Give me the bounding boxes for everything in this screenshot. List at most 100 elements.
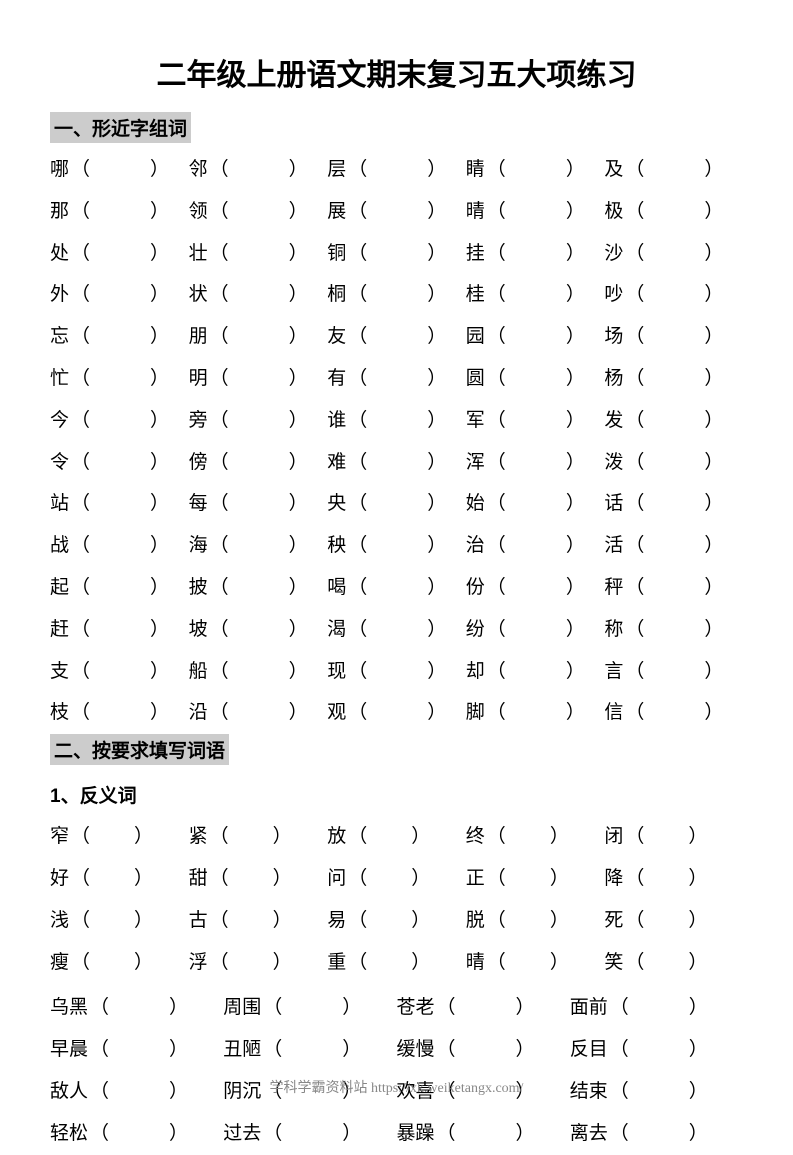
character: 浅	[50, 900, 69, 942]
paren-close: ）	[704, 400, 723, 442]
paren-open: （	[210, 692, 229, 734]
character: 晴	[466, 942, 485, 984]
paren-close: ）	[342, 987, 361, 1029]
exercise-cell: 忙（）	[50, 358, 189, 400]
character: 喝	[327, 567, 346, 609]
paren-open: （	[71, 525, 90, 567]
exercise-cell: 早晨（）	[50, 1029, 223, 1071]
paren-open: （	[348, 858, 367, 900]
character: 浮	[189, 942, 208, 984]
character: 战	[50, 525, 69, 567]
character: 外	[50, 274, 69, 316]
character: 离去	[570, 1113, 608, 1155]
paren-open: （	[90, 1113, 109, 1155]
exercise-cell: 却（）	[466, 651, 605, 693]
paren-close: ）	[289, 274, 308, 316]
character: 信	[604, 692, 623, 734]
paren-close: ）	[411, 942, 430, 984]
paren-open: （	[487, 942, 506, 984]
paren-open: （	[625, 233, 644, 275]
exercise-row: 外（）状（）桐（）桂（）吵（）	[50, 274, 743, 316]
character: 乌黑	[50, 987, 88, 1029]
exercise-row: 乌黑（）周围（）苍老（）面前（）	[50, 987, 743, 1029]
paren-close: ）	[566, 400, 585, 442]
paren-open: （	[610, 987, 629, 1029]
paren-close: ）	[134, 858, 153, 900]
paren-close: ）	[150, 191, 169, 233]
exercise-cell: 那（）	[50, 191, 189, 233]
character: 桐	[327, 274, 346, 316]
exercise-cell: 战（）	[50, 525, 189, 567]
character: 层	[327, 149, 346, 191]
exercise-cell: 处（）	[50, 233, 189, 275]
exercise-cell: 谁（）	[327, 400, 466, 442]
exercise-cell: 令（）	[50, 442, 189, 484]
paren-open: （	[71, 567, 90, 609]
character: 邻	[189, 149, 208, 191]
exercise-cell: 古（）	[189, 900, 328, 942]
paren-close: ）	[427, 692, 446, 734]
exercise-cell: 苍老（）	[397, 987, 570, 1029]
paren-close: ）	[150, 233, 169, 275]
paren-open: （	[487, 900, 506, 942]
exercise-cell: 圆（）	[466, 358, 605, 400]
character: 甜	[189, 858, 208, 900]
exercise-cell: 有（）	[327, 358, 466, 400]
paren-close: ）	[427, 483, 446, 525]
paren-close: ）	[704, 483, 723, 525]
exercise-cell: 笑（）	[604, 942, 743, 984]
exercise-cell: 正（）	[466, 858, 605, 900]
paren-open: （	[210, 274, 229, 316]
paren-open: （	[625, 609, 644, 651]
character: 重	[327, 942, 346, 984]
exercise-cell: 层（）	[327, 149, 466, 191]
character: 现	[327, 651, 346, 693]
exercise-cell: 降（）	[604, 858, 743, 900]
exercise-cell: 及（）	[604, 149, 743, 191]
exercise-cell: 明（）	[189, 358, 328, 400]
exercise-cell: 海（）	[189, 525, 328, 567]
section-1-rows: 哪（）邻（）层（）睛（）及（）那（）领（）展（）晴（）极（）处（）壮（）铜（）挂…	[50, 149, 743, 734]
character: 披	[189, 567, 208, 609]
character: 状	[189, 274, 208, 316]
paren-close: ）	[427, 400, 446, 442]
character: 丑陋	[223, 1029, 261, 1071]
paren-close: ）	[704, 233, 723, 275]
character: 称	[604, 609, 623, 651]
paren-close: ）	[289, 567, 308, 609]
paren-close: ）	[704, 442, 723, 484]
exercise-cell: 问（）	[327, 858, 466, 900]
paren-close: ）	[704, 567, 723, 609]
character: 浑	[466, 442, 485, 484]
character: 晴	[466, 191, 485, 233]
paren-open: （	[487, 316, 506, 358]
character: 令	[50, 442, 69, 484]
exercise-cell: 紧（）	[189, 816, 328, 858]
paren-close: ）	[411, 858, 430, 900]
character: 话	[604, 483, 623, 525]
paren-open: （	[210, 651, 229, 693]
paren-open: （	[625, 191, 644, 233]
paren-open: （	[487, 400, 506, 442]
character: 赶	[50, 609, 69, 651]
paren-open: （	[625, 567, 644, 609]
paren-close: ）	[150, 316, 169, 358]
paren-close: ）	[289, 149, 308, 191]
character: 好	[50, 858, 69, 900]
paren-close: ）	[688, 900, 707, 942]
exercise-row: 枝（）沿（）观（）脚（）信（）	[50, 692, 743, 734]
exercise-cell: 暴躁（）	[397, 1113, 570, 1155]
character: 反目	[570, 1029, 608, 1071]
paren-close: ）	[689, 1113, 708, 1155]
paren-open: （	[487, 567, 506, 609]
paren-close: ）	[704, 358, 723, 400]
exercise-cell: 份（）	[466, 567, 605, 609]
paren-open: （	[263, 1113, 282, 1155]
paren-close: ）	[169, 1029, 188, 1071]
paren-open: （	[71, 816, 90, 858]
exercise-row: 处（）壮（）铜（）挂（）沙（）	[50, 233, 743, 275]
character: 死	[604, 900, 623, 942]
paren-open: （	[263, 987, 282, 1029]
character: 闭	[604, 816, 623, 858]
exercise-cell: 展（）	[327, 191, 466, 233]
